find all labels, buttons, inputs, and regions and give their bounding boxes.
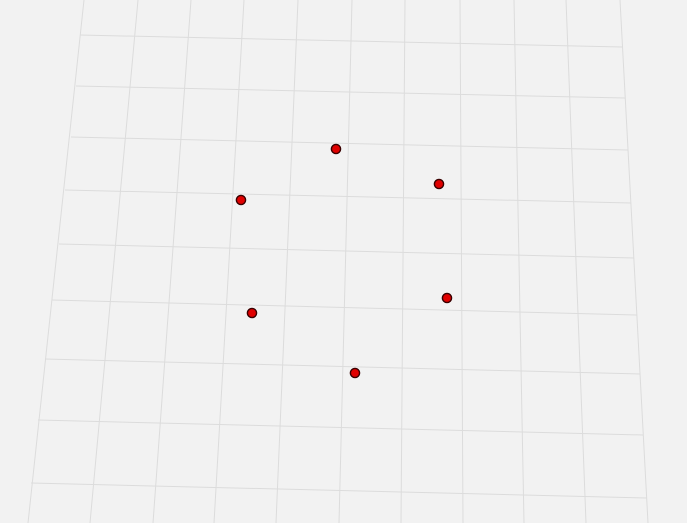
floor-grid	[27, 0, 649, 523]
grid-line-vertical-8	[459, 0, 464, 523]
grid-line-vertical-11	[619, 0, 649, 523]
grid-line-vertical-6	[338, 0, 353, 523]
red-marker-2	[433, 178, 445, 190]
grid-line-vertical-2	[89, 0, 139, 523]
red-marker-5	[246, 307, 258, 319]
grid-line-vertical-5	[275, 0, 299, 523]
marker-group	[235, 143, 453, 379]
red-marker-6	[349, 367, 361, 379]
grid-line-vertical-4	[213, 0, 245, 523]
grid-line-horizontal-2	[75, 85, 626, 99]
grid-line-vertical-7	[400, 0, 406, 523]
grid-line-horizontal-9	[30, 482, 648, 499]
red-marker-1	[330, 143, 342, 155]
grid-line-horizontal-5	[58, 243, 635, 259]
grid-line-vertical-10	[565, 0, 587, 523]
grid-line-horizontal-3	[70, 136, 629, 151]
grid-line-horizontal-4	[64, 189, 632, 204]
red-marker-4	[441, 292, 453, 304]
grid-line-vertical-3	[152, 0, 192, 523]
red-marker-3	[235, 194, 247, 206]
grid-line-vertical-1	[27, 0, 85, 523]
grid-line-horizontal-8	[37, 419, 644, 436]
grid-line-vertical-9	[513, 0, 525, 523]
